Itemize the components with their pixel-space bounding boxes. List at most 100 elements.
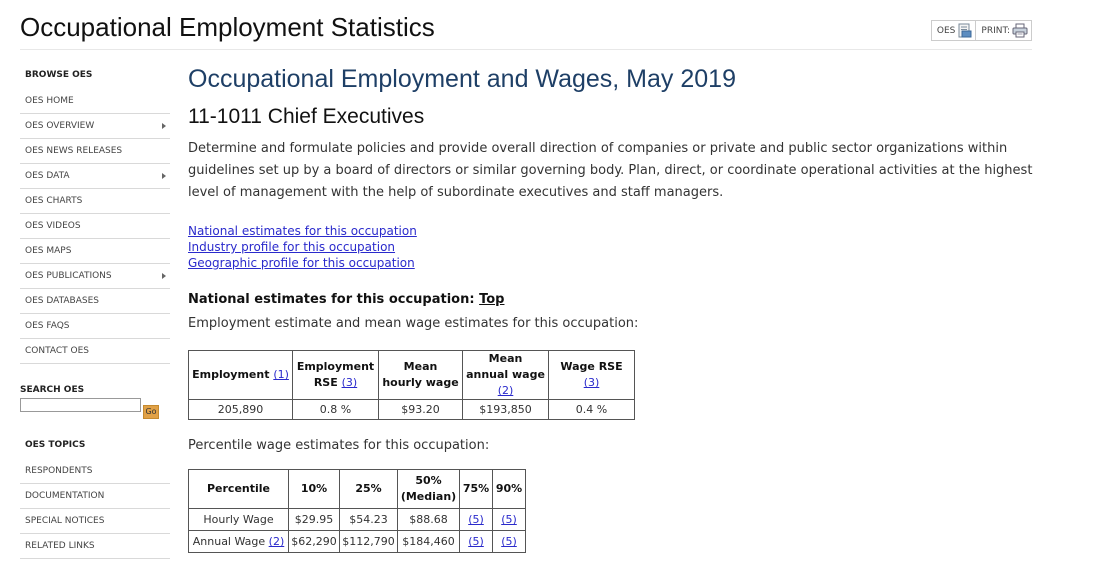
table-row: 205,890 0.8 % $93.20 $193,850 0.4 % — [188, 399, 635, 420]
page-header: Occupational Employment Statistics OES P… — [20, 10, 1032, 50]
percentile-caption: Percentile wage estimates for this occup… — [188, 438, 490, 453]
percentile-table: Percentile 10% 25% 50% (Median) 75% 90% Hourl… — [188, 469, 526, 553]
footnote-link[interactable]: (1) — [273, 368, 289, 381]
industry-profile-link[interactable]: Industry profile for this occupation — [188, 240, 396, 254]
sidebar-item-label: DOCUMENTATION — [25, 491, 105, 501]
printer-icon — [1012, 23, 1028, 38]
print-button[interactable]: PRINT: — [975, 21, 1031, 40]
submenu-arrow-icon — [162, 173, 166, 179]
oes-tool-label: OES — [936, 25, 956, 36]
column-header-label: 10% — [300, 482, 328, 495]
table-cell: $193,850 — [462, 399, 549, 420]
sidebar-item-related-links[interactable]: RELATED LINKS — [20, 534, 170, 559]
sidebar-item-oes-videos[interactable]: OES VIDEOS — [20, 214, 170, 239]
document-icon — [957, 23, 972, 38]
table-cell: (5) — [459, 508, 493, 531]
sidebar-item-label: OES CHARTS — [25, 196, 83, 206]
topics-nav: RESPONDENTS DOCUMENTATION SPECIAL NOTICES R… — [20, 459, 170, 559]
table-cell: (5) — [459, 530, 493, 553]
row-label-cell: Annual Wage (2) — [188, 530, 289, 553]
sidebar-item-oes-news-releases[interactable]: OES NEWS RELEASES — [20, 139, 170, 164]
sidebar-item-respondents[interactable]: RESPONDENTS — [20, 459, 170, 484]
column-header: 90% — [492, 469, 526, 509]
footnote-link[interactable]: (2) — [497, 384, 514, 397]
column-header-label: Mean hourly wage — [382, 360, 459, 389]
footnote-link[interactable]: (5) — [468, 513, 484, 526]
sidebar-item-oes-overview[interactable]: OES OVERVIEW — [20, 114, 170, 139]
search-input[interactable] — [20, 398, 141, 412]
column-header: Wage RSE (3) — [548, 350, 635, 400]
column-header: Employment RSE (3) — [292, 350, 379, 400]
sidebar-item-label: OES NEWS RELEASES — [25, 146, 123, 156]
table-cell: $93.20 — [378, 399, 463, 420]
browse-oes-heading: BROWSE OES — [25, 70, 93, 80]
footnote-link[interactable]: (3) — [583, 376, 600, 389]
footnote-link[interactable]: (5) — [501, 513, 517, 526]
submenu-arrow-icon — [162, 123, 166, 129]
sidebar-item-label: OES DATABASES — [25, 296, 99, 306]
column-header: 75% — [459, 469, 493, 509]
sidebar-item-oes-databases[interactable]: OES DATABASES — [20, 289, 170, 314]
table-cell: $29.95 — [288, 508, 340, 531]
footnote-link[interactable]: (5) — [468, 535, 484, 548]
table-cell: 0.4 % — [548, 399, 635, 420]
column-header: Percentile — [188, 469, 289, 509]
national-estimates-heading: National estimates for this occupation: … — [188, 290, 1048, 310]
employment-table: Employment (1) Employment RSE (3) Mean hou… — [188, 350, 635, 420]
column-header: Mean hourly wage — [378, 350, 463, 400]
sidebar-item-oes-maps[interactable]: OES MAPS — [20, 239, 170, 264]
column-header-label: 75% — [462, 482, 490, 495]
column-header-label: 25% — [355, 482, 382, 495]
geographic-profile-link[interactable]: Geographic profile for this occupation — [188, 256, 415, 270]
sidebar-item-label: OES FAQS — [25, 321, 70, 331]
row-label: Hourly Wage — [203, 513, 274, 526]
submenu-arrow-icon — [162, 273, 166, 279]
site-title: Occupational Employment Statistics — [20, 12, 435, 42]
column-header: Employment (1) — [188, 350, 293, 400]
sidebar-item-contact-oes[interactable]: CONTACT OES — [20, 339, 170, 364]
occupation-links: National estimates for this occupation I… — [188, 223, 1048, 271]
national-estimates-heading-text: National estimates for this occupation: — [188, 292, 475, 307]
national-estimates-link[interactable]: National estimates for this occupation — [188, 224, 417, 238]
main-content: Occupational Employment and Wages, May 2… — [188, 64, 1048, 553]
sidebar-item-oes-charts[interactable]: OES CHARTS — [20, 189, 170, 214]
table-row: Annual Wage (2) $62,290 $112,790 $184,460 (5… — [188, 530, 526, 553]
footnote-link[interactable]: (3) — [341, 376, 358, 389]
footnote-link[interactable]: (2) — [268, 535, 285, 548]
search-go-button[interactable]: Go — [143, 405, 159, 419]
oes-tool-button[interactable]: OES — [932, 21, 975, 40]
top-link[interactable]: Top — [479, 292, 505, 307]
sidebar-item-label: OES PUBLICATIONS — [25, 271, 112, 281]
table-row: Hourly Wage $29.95 $54.23 $88.68 (5) (5) — [188, 508, 526, 531]
sidebar-item-oes-home[interactable]: OES HOME — [20, 89, 170, 114]
employment-caption: Employment estimate and mean wage estima… — [188, 316, 639, 331]
occupation-title: 11-1011 Chief Executives — [188, 105, 425, 128]
column-header-label: Mean annual wage — [466, 352, 545, 381]
table-cell: $54.23 — [339, 508, 398, 531]
column-header-label: Employment RSE — [296, 360, 375, 389]
sidebar-item-oes-faqs[interactable]: OES FAQS — [20, 314, 170, 339]
sidebar-item-label: OES DATA — [25, 171, 70, 181]
table-cell: 205,890 — [188, 399, 293, 420]
sidebar-item-label: CONTACT OES — [25, 346, 90, 356]
sidebar-item-oes-data[interactable]: OES DATA — [20, 164, 170, 189]
table-cell: (5) — [492, 530, 526, 553]
sidebar-item-documentation[interactable]: DOCUMENTATION — [20, 484, 170, 509]
search-oes-label: SEARCH OES — [20, 385, 85, 395]
sidebar-item-label: SPECIAL NOTICES — [25, 516, 105, 526]
row-label-cell: Hourly Wage — [188, 508, 289, 531]
search-oes: SEARCH OES Go — [20, 384, 170, 419]
sidebar-item-oes-publications[interactable]: OES PUBLICATIONS — [20, 264, 170, 289]
table-cell: $88.68 — [397, 508, 460, 531]
column-header: 50% (Median) — [397, 469, 460, 509]
table-cell: $112,790 — [339, 530, 398, 553]
table-cell: 0.8 % — [292, 399, 379, 420]
column-header-label: 90% — [495, 482, 523, 495]
footnote-link[interactable]: (5) — [501, 535, 517, 548]
row-label: Annual Wage — [192, 535, 266, 548]
page-tools: OES PRINT: — [930, 20, 1032, 41]
sidebar-item-label: OES OVERVIEW — [25, 121, 95, 131]
sidebar-item-special-notices[interactable]: SPECIAL NOTICES — [20, 509, 170, 534]
column-header: 25% — [339, 469, 398, 509]
sidebar-item-label: OES VIDEOS — [25, 221, 81, 231]
